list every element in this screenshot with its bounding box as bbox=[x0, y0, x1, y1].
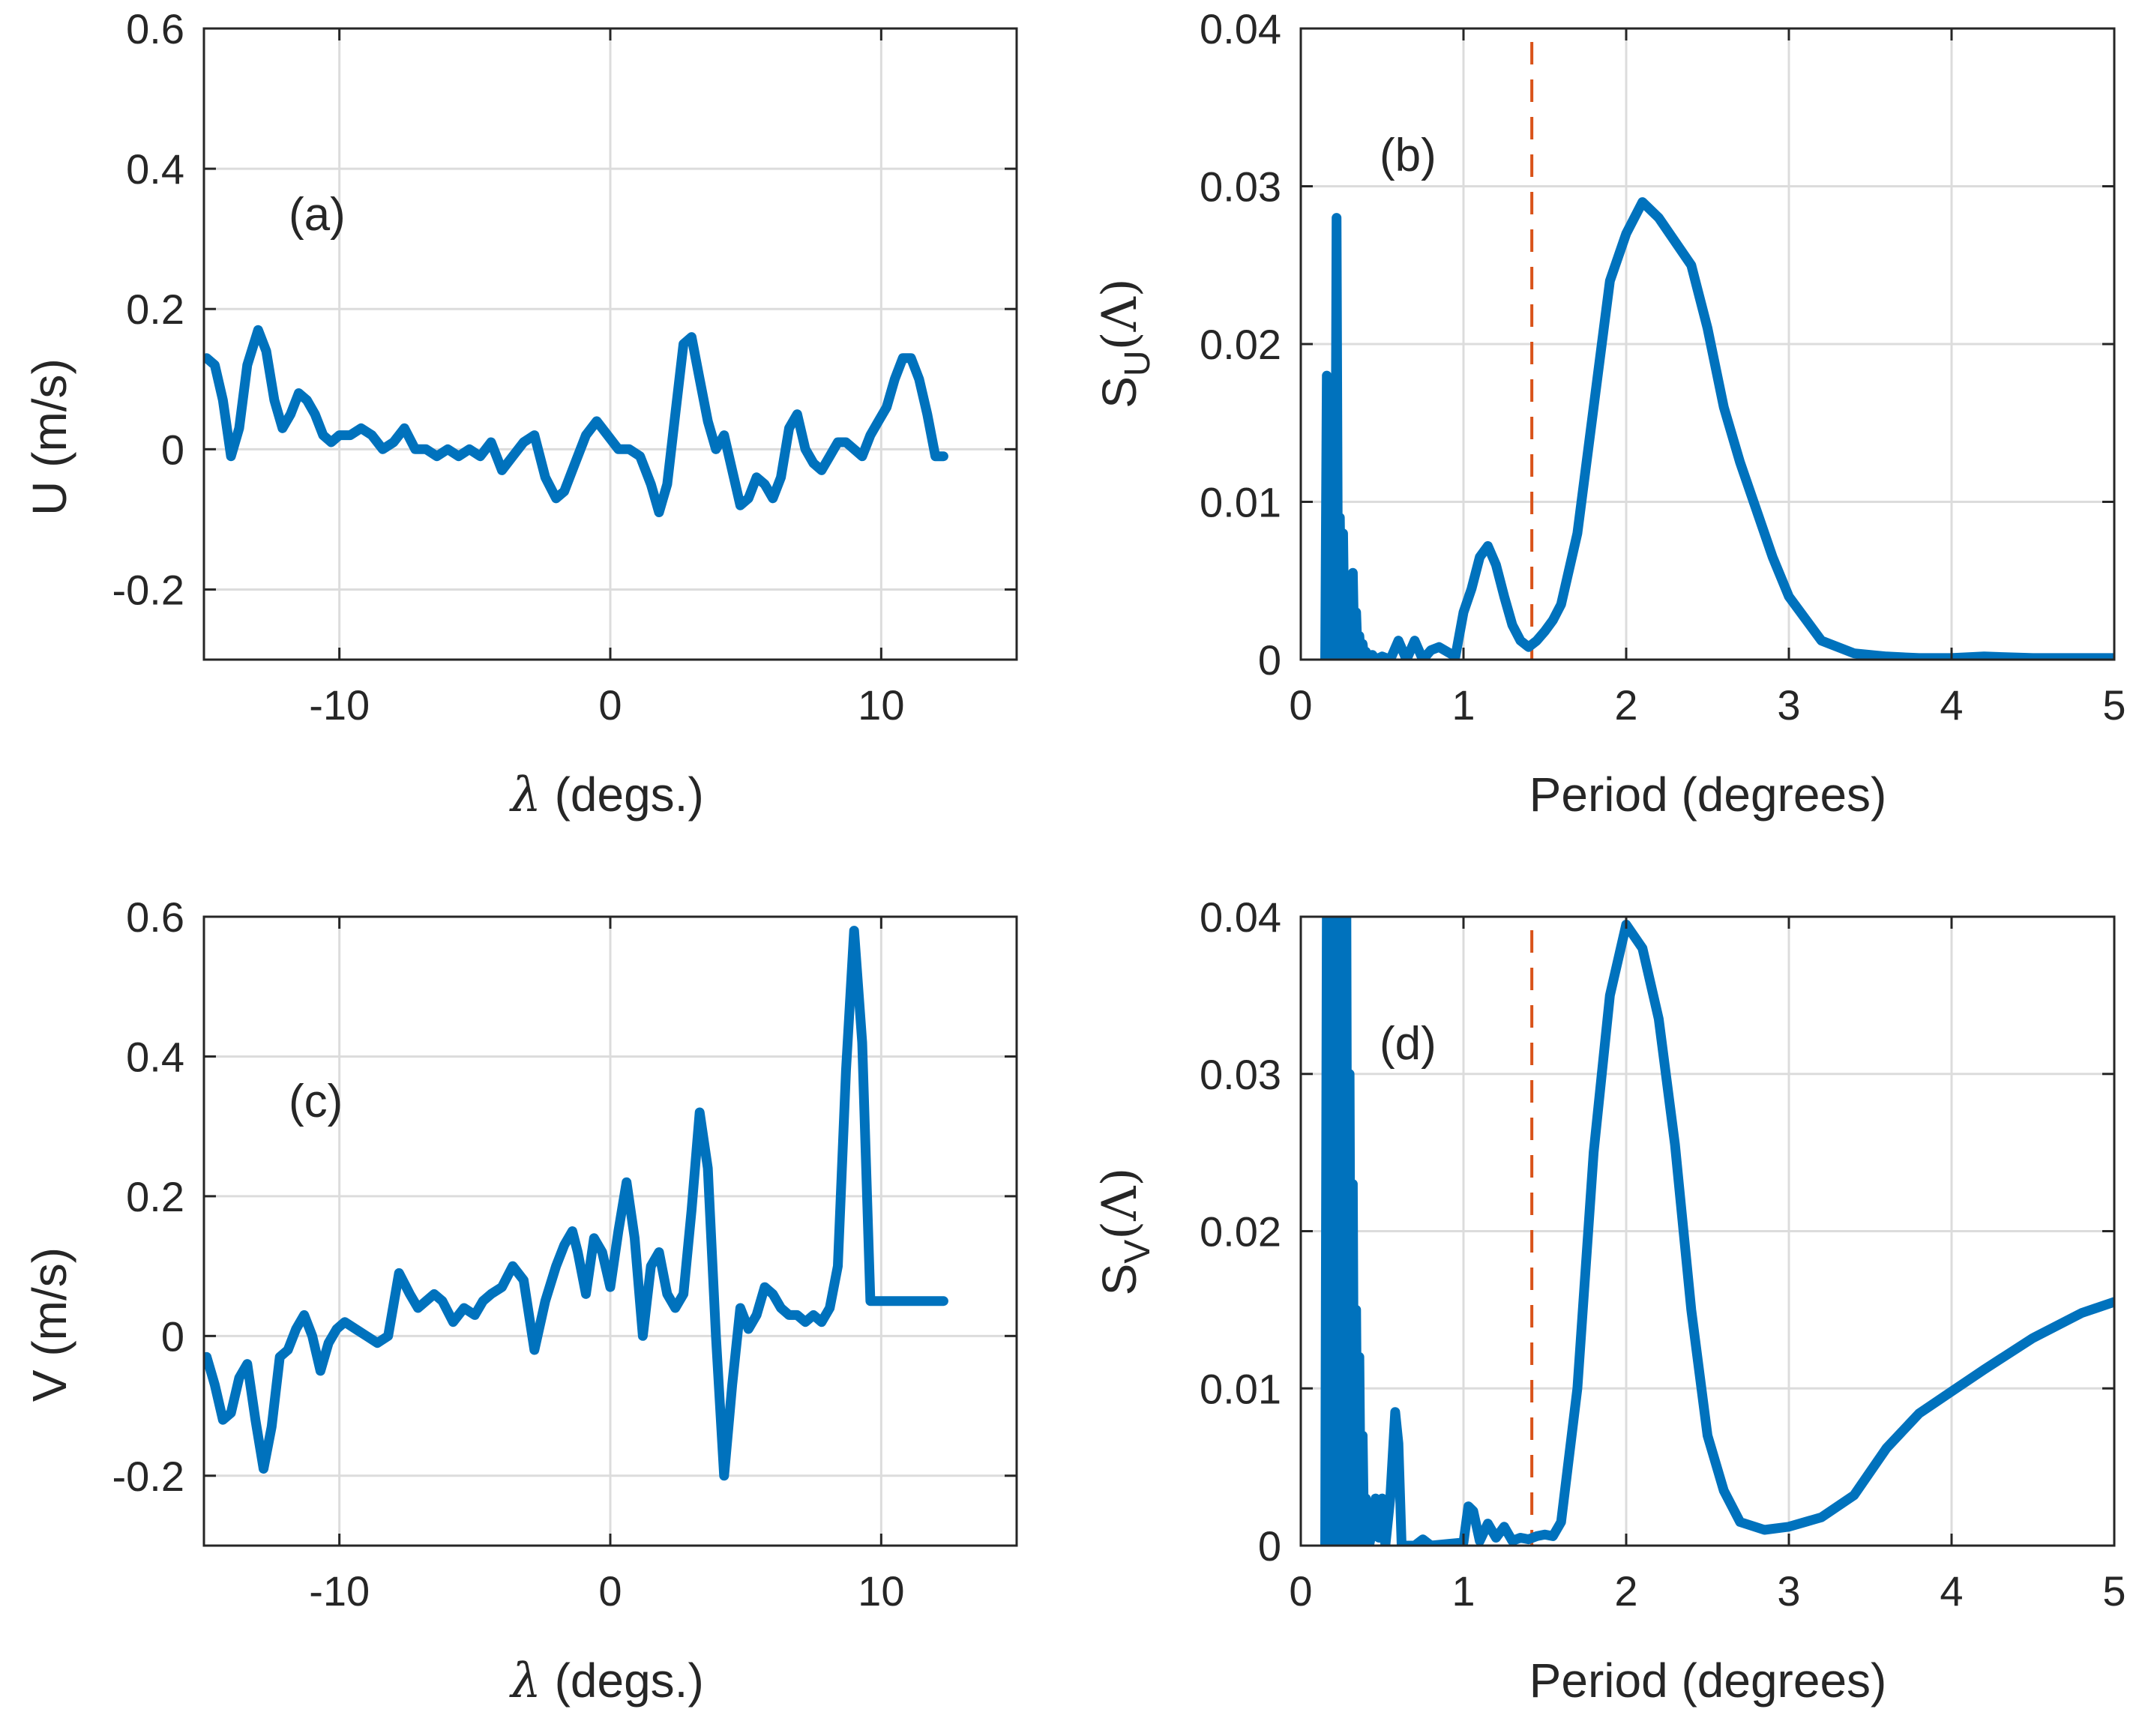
series-line-s-v bbox=[1320, 917, 2114, 1546]
panel-d-axes-frame bbox=[1299, 915, 2116, 1547]
y-tick-label: 0 bbox=[161, 426, 184, 473]
y-tick-label: 0.2 bbox=[126, 286, 184, 333]
x-tick-label: 1 bbox=[1451, 1567, 1475, 1615]
panel-c-ticks: -10 0 10 -0.2 0 0.2 0.4 0.6 bbox=[112, 893, 1017, 1615]
panel-d-y-axis-sub: V bbox=[1118, 1240, 1158, 1264]
panel-a-axes-frame bbox=[202, 27, 1018, 661]
panel-d-plot-area bbox=[1320, 917, 2114, 1546]
panel-a-x-axis-text: (degs.) bbox=[541, 768, 704, 822]
panel-a-plot-area bbox=[204, 325, 948, 517]
panel-c-y-axis-text: V (m/s) bbox=[22, 1247, 76, 1402]
x-tick-label: -10 bbox=[309, 1567, 370, 1615]
y-tick-label: 0.01 bbox=[1200, 1365, 1281, 1412]
panel-a-ticks: -10 0 10 -0.2 0 0.2 0.4 0.6 bbox=[112, 5, 1017, 729]
y-tick-label: 0 bbox=[1258, 1522, 1281, 1570]
panel-a-y-axis-text: U (m/s) bbox=[22, 358, 76, 516]
panel-b-x-axis-label: Period (degrees) bbox=[1529, 768, 1887, 822]
x-tick-label: 5 bbox=[2102, 1567, 2126, 1615]
panel-d-y-axis-base: S bbox=[1092, 1264, 1146, 1296]
x-tick-label: 4 bbox=[1940, 681, 1963, 729]
panel-b-axes-frame bbox=[1299, 27, 2116, 661]
x-tick-label: 0 bbox=[598, 1567, 622, 1615]
x-tick-label: 3 bbox=[1777, 681, 1800, 729]
panel-b-y-axis-arg: (Λ) bbox=[1092, 278, 1148, 350]
y-tick-label: 0.02 bbox=[1200, 1208, 1281, 1256]
panel-d-y-axis-label: SV(Λ) bbox=[1092, 1168, 1158, 1296]
panel-c-v-profile: -10 0 10 -0.2 0 0.2 0.4 0.6 (c) V (m/s) λ (degs… bbox=[22, 893, 1018, 1709]
x-tick-label: 10 bbox=[858, 681, 904, 729]
panel-b-u-spectrum: 0 1 2 3 4 5 0 0.01 0.02 0.03 0.04 (b) SU(Λ) Period… bbox=[1092, 5, 2126, 822]
panel-c-grid bbox=[204, 915, 1017, 1546]
y-tick-label: 0.03 bbox=[1200, 163, 1281, 211]
y-tick-label: 0.02 bbox=[1200, 321, 1281, 368]
series-line-u bbox=[204, 325, 948, 517]
panel-c-axes-frame bbox=[202, 915, 1018, 1547]
x-tick-label: 0 bbox=[1289, 681, 1312, 729]
panel-d-ticks: 0 1 2 3 4 5 0 0.01 0.02 0.03 0.04 bbox=[1200, 893, 2126, 1615]
x-tick-label: 2 bbox=[1614, 681, 1637, 729]
x-tick-label: 3 bbox=[1777, 1567, 1800, 1615]
y-tick-label: 0.01 bbox=[1200, 479, 1281, 526]
series-line-v bbox=[204, 926, 948, 1481]
x-tick-label: 1 bbox=[1451, 681, 1475, 729]
panel-c-x-axis-text: (degs.) bbox=[541, 1654, 704, 1708]
panel-d-y-axis-arg: (Λ) bbox=[1092, 1168, 1148, 1240]
panel-a-x-axis-label: λ (degs.) bbox=[508, 768, 704, 823]
x-tick-label: -10 bbox=[309, 681, 370, 729]
x-tick-label: 10 bbox=[858, 1567, 904, 1615]
panel-c-x-axis-symbol: λ bbox=[508, 1654, 541, 1709]
panel-d-label: (d) bbox=[1380, 1018, 1436, 1070]
panel-b-y-axis-sub: U bbox=[1118, 350, 1158, 376]
y-tick-label: 0 bbox=[161, 1312, 184, 1360]
panel-a-y-axis-label: U (m/s) bbox=[22, 358, 76, 516]
panel-c-label: (c) bbox=[289, 1076, 343, 1127]
panel-b-y-axis-label: SU(Λ) bbox=[1092, 278, 1158, 409]
x-tick-label: 0 bbox=[1289, 1567, 1312, 1615]
y-tick-label: 0.04 bbox=[1200, 5, 1281, 52]
y-tick-label: 0.2 bbox=[126, 1173, 184, 1220]
y-tick-label: 0 bbox=[1258, 636, 1281, 684]
y-tick-label: 0.04 bbox=[1200, 893, 1281, 941]
y-tick-label: 0.6 bbox=[126, 5, 184, 52]
panel-c-plot-area bbox=[204, 926, 948, 1481]
y-tick-label: -0.2 bbox=[112, 566, 185, 613]
y-tick-label: 0.6 bbox=[126, 893, 184, 941]
x-tick-label: 0 bbox=[598, 681, 622, 729]
panel-d-v-spectrum: 0 1 2 3 4 5 0 0.01 0.02 0.03 0.04 (d) SV(Λ) Period… bbox=[1092, 893, 2126, 1708]
x-tick-label: 5 bbox=[2102, 681, 2126, 729]
panel-c-x-axis-label: λ (degs.) bbox=[508, 1654, 704, 1709]
y-tick-label: 0.4 bbox=[126, 1033, 184, 1080]
x-tick-label: 4 bbox=[1940, 1567, 1963, 1615]
panel-b-label: (b) bbox=[1380, 130, 1436, 181]
panel-b-y-axis-base: S bbox=[1092, 376, 1146, 409]
panel-b-plot-area bbox=[1320, 42, 2114, 660]
panel-d-x-axis-label: Period (degrees) bbox=[1529, 1654, 1887, 1708]
x-tick-label: 2 bbox=[1614, 1567, 1637, 1615]
panel-a-grid bbox=[204, 27, 1017, 660]
panel-b-ticks: 0 1 2 3 4 5 0 0.01 0.02 0.03 0.04 bbox=[1200, 5, 2126, 729]
panel-a-label: (a) bbox=[289, 189, 346, 241]
y-tick-label: 0.03 bbox=[1200, 1051, 1281, 1098]
y-tick-label: -0.2 bbox=[112, 1453, 185, 1500]
panel-c-y-axis-label: V (m/s) bbox=[22, 1247, 76, 1402]
y-tick-label: 0.4 bbox=[126, 145, 184, 193]
series-line-s-u bbox=[1320, 197, 2114, 660]
panel-a-x-axis-symbol: λ bbox=[508, 768, 541, 823]
panel-a-u-profile: -10 0 10 -0.2 0 0.2 0.4 0.6 (a) U (m/s) λ (degs… bbox=[22, 5, 1018, 823]
